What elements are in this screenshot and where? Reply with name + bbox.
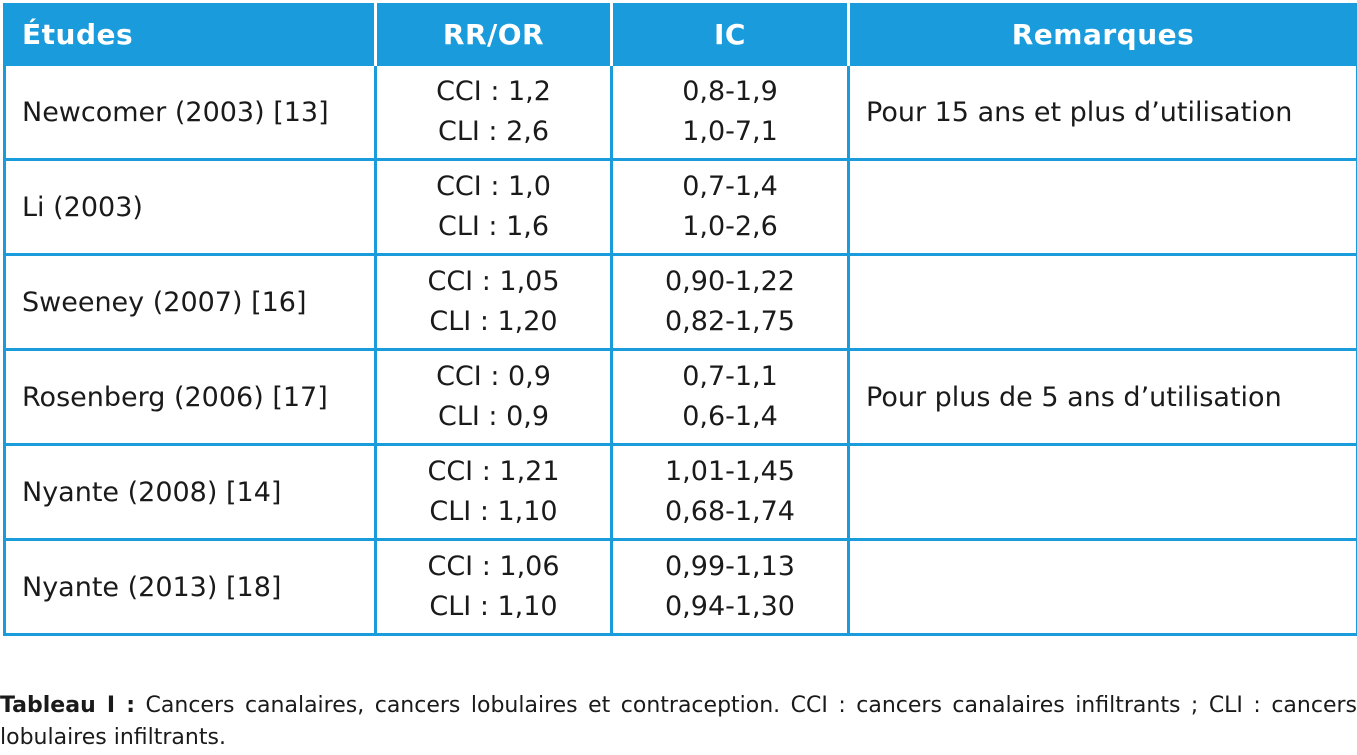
ic-cci: 0,7-1,4: [682, 171, 778, 202]
study-cell: Li (2003): [3, 158, 377, 256]
ic-cell: 0,7-1,4 1,0-2,6: [610, 158, 850, 256]
caption-label: Tableau I :: [0, 693, 136, 718]
ic-cli: 0,68-1,74: [665, 496, 795, 527]
table-row: Sweeney (2007) [16] CCI : 1,05 CLI : 1,2…: [3, 253, 1357, 351]
rr-cell: CCI : 1,21 CLI : 1,10: [374, 443, 613, 541]
table-row: Newcomer (2003) [13] CCI : 1,2 CLI : 2,6…: [3, 63, 1357, 161]
rr-cli: CLI : 1,20: [429, 306, 558, 337]
rr-cli: CLI : 1,10: [429, 496, 558, 527]
rr-cli: CLI : 1,6: [437, 211, 550, 242]
table-row: Rosenberg (2006) [17] CCI : 0,9 CLI : 0,…: [3, 348, 1357, 446]
ic-cell: 0,8-1,9 1,0-7,1: [610, 63, 850, 161]
study-cell: Rosenberg (2006) [17]: [3, 348, 377, 446]
ic-cci: 0,90-1,22: [665, 266, 795, 297]
header-rr-or: RR/OR: [374, 4, 612, 65]
ic-cell: 0,7-1,1 0,6-1,4: [610, 348, 850, 446]
rr-cci: CCI : 1,0: [436, 171, 551, 202]
ic-cell: 0,99-1,13 0,94-1,30: [610, 538, 850, 636]
remark-cell: Pour plus de 5 ans d’utilisation: [847, 348, 1357, 446]
ic-cli: 1,0-7,1: [682, 116, 778, 147]
header-row: Études RR/OR IC Remarques: [4, 4, 1357, 65]
table-caption: Tableau I : Cancers canalaires, cancers …: [0, 690, 1357, 754]
remark-cell: [847, 253, 1357, 351]
table-header: Études RR/OR IC Remarques: [4, 4, 1357, 65]
studies-table: Études RR/OR IC Remarques Newcomer (2003…: [3, 3, 1357, 636]
study-cell: Nyante (2008) [14]: [3, 443, 377, 541]
remark-cell: Pour 15 ans et plus d’utilisation: [847, 63, 1357, 161]
header-ic: IC: [610, 4, 849, 65]
rr-cci: CCI : 1,05: [427, 266, 560, 297]
ic-cli: 0,94-1,30: [665, 591, 795, 622]
rr-cell: CCI : 0,9 CLI : 0,9: [374, 348, 613, 446]
rr-cell: CCI : 1,05 CLI : 1,20: [374, 253, 613, 351]
study-cell: Nyante (2013) [18]: [3, 538, 377, 636]
study-cell: Newcomer (2003) [13]: [3, 63, 377, 161]
rr-cli: CLI : 1,10: [429, 591, 558, 622]
rr-cci: CCI : 1,21: [427, 456, 560, 487]
rr-cell: CCI : 1,06 CLI : 1,10: [374, 538, 613, 636]
table-body: Newcomer (2003) [13] CCI : 1,2 CLI : 2,6…: [3, 63, 1357, 636]
rr-cell: CCI : 1,0 CLI : 1,6: [374, 158, 613, 256]
ic-cell: 0,90-1,22 0,82-1,75: [610, 253, 850, 351]
ic-cell: 1,01-1,45 0,68-1,74: [610, 443, 850, 541]
header-remarks: Remarques: [847, 4, 1357, 65]
rr-cli: CLI : 2,6: [437, 116, 550, 147]
ic-cli: 0,6-1,4: [682, 401, 778, 432]
ic-cli: 0,82-1,75: [665, 306, 795, 337]
caption-text: Cancers canalaires, cancers lobulaires e…: [0, 693, 1357, 750]
table-row: Nyante (2008) [14] CCI : 1,21 CLI : 1,10…: [3, 443, 1357, 541]
ic-cci: 0,99-1,13: [665, 551, 795, 582]
ic-cci: 1,01-1,45: [665, 456, 795, 487]
table-row: Li (2003) CCI : 1,0 CLI : 1,6 0,7-1,4 1,…: [3, 158, 1357, 256]
table-row: Nyante (2013) [18] CCI : 1,06 CLI : 1,10…: [3, 538, 1357, 636]
rr-cci: CCI : 1,06: [427, 551, 560, 582]
studies-table-container: Études RR/OR IC Remarques Newcomer (2003…: [3, 3, 1357, 653]
rr-cli: CLI : 0,9: [437, 401, 550, 432]
ic-cci: 0,8-1,9: [682, 76, 778, 107]
remark-cell: [847, 538, 1357, 636]
study-cell: Sweeney (2007) [16]: [3, 253, 377, 351]
remark-cell: [847, 158, 1357, 256]
rr-cci: CCI : 0,9: [436, 361, 551, 392]
ic-cli: 1,0-2,6: [682, 211, 778, 242]
header-studies: Études: [4, 4, 376, 65]
remark-cell: [847, 443, 1357, 541]
ic-cci: 0,7-1,1: [682, 361, 778, 392]
rr-cell: CCI : 1,2 CLI : 2,6: [374, 63, 613, 161]
rr-cci: CCI : 1,2: [436, 76, 551, 107]
